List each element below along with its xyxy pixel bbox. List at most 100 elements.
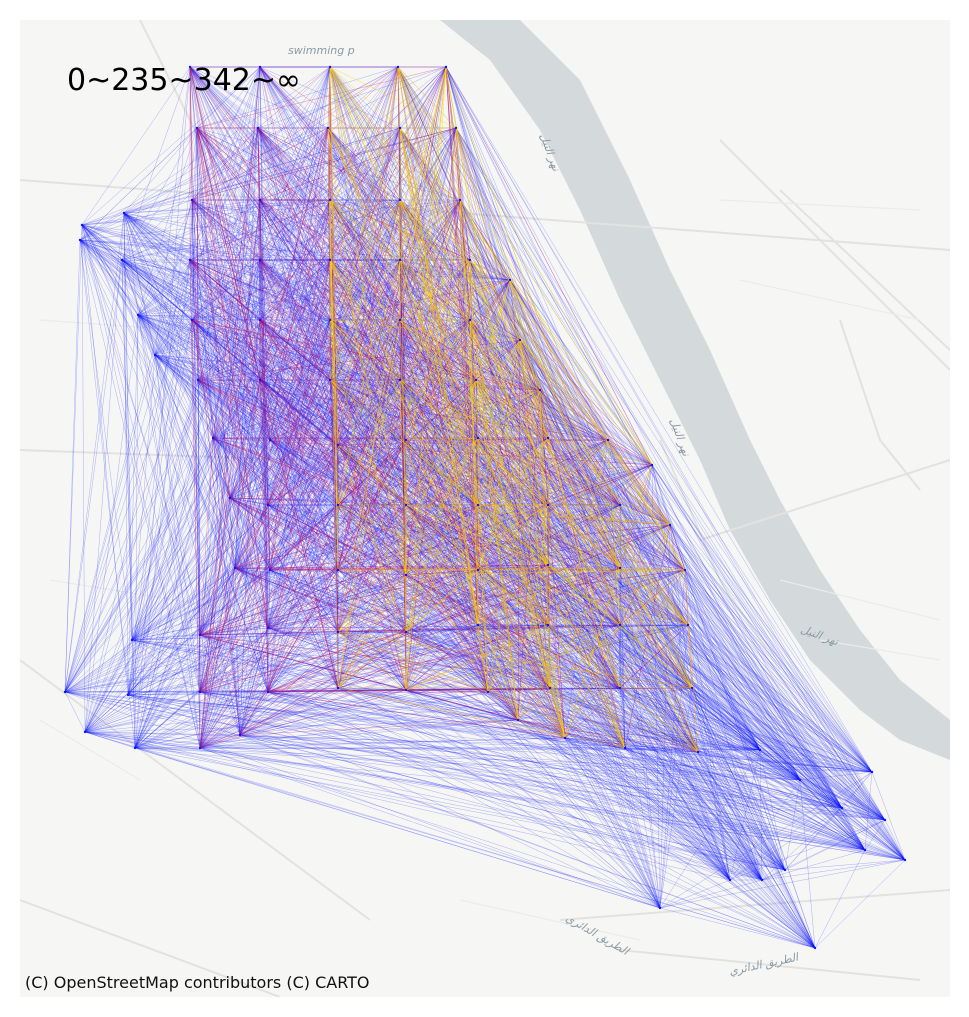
- flow-line: [684, 569, 886, 821]
- flow-line: [259, 199, 906, 861]
- flow-line: [477, 624, 566, 739]
- map-frame[interactable]: swimming p نهر النيل نهر النيل نهر النيل…: [20, 20, 950, 997]
- flow-line: [445, 66, 801, 781]
- flow-node: [618, 623, 622, 627]
- flow-line: [445, 66, 541, 391]
- flow-node: [256, 126, 260, 130]
- flow-line: [234, 567, 816, 949]
- flow-line: [131, 437, 214, 641]
- flow-line: [564, 737, 866, 851]
- flow-line: [196, 127, 471, 261]
- flow-line: [154, 354, 201, 693]
- flow-line: [547, 437, 866, 851]
- flow-line: [189, 66, 843, 809]
- flow-node: [268, 568, 272, 572]
- flow-line: [459, 199, 873, 773]
- flow-line: [234, 127, 259, 569]
- flow-line: [337, 631, 626, 749]
- flow-line: [199, 504, 549, 749]
- flow-line: [539, 389, 621, 626]
- flow-line: [477, 524, 671, 626]
- flow-line: [405, 624, 479, 691]
- flow-line: [84, 687, 551, 733]
- flow-line: [329, 319, 763, 881]
- flow-line: [199, 279, 511, 693]
- flow-line: [212, 437, 626, 749]
- flow-line: [624, 747, 873, 773]
- flow-line: [399, 319, 549, 439]
- flow-line: [329, 66, 699, 753]
- flow-line: [459, 199, 621, 689]
- flow-line: [64, 564, 549, 693]
- flow-line: [337, 444, 843, 809]
- flow-line: [199, 627, 269, 636]
- flow-line: [259, 199, 731, 881]
- flow-line: [691, 687, 816, 949]
- flow-line: [547, 437, 621, 689]
- flow-line: [337, 687, 519, 721]
- flow-line: [234, 567, 269, 693]
- flow-node: [563, 736, 567, 740]
- flow-line: [212, 437, 407, 506]
- flow-line: [229, 319, 401, 499]
- flow-line: [539, 389, 566, 739]
- flow-line: [684, 569, 843, 809]
- flow-line: [84, 66, 261, 733]
- flow-line: [196, 127, 479, 571]
- flow-line: [123, 212, 241, 736]
- flow-line: [234, 567, 339, 633]
- flow-line: [212, 437, 661, 909]
- flow-line: [337, 504, 479, 626]
- flow-line: [469, 319, 686, 571]
- flow-line: [329, 66, 399, 261]
- flow-line: [64, 691, 86, 733]
- flow-line: [455, 127, 609, 441]
- flow-line: [199, 634, 626, 749]
- flow-line: [469, 259, 521, 341]
- flow-node: [783, 868, 787, 872]
- flow-line: [137, 314, 199, 381]
- flow-line: [697, 751, 866, 851]
- flow-line: [239, 624, 689, 736]
- flow-line: [477, 564, 549, 626]
- flow-node: [404, 573, 408, 577]
- flow-line: [197, 379, 271, 441]
- flow-line: [329, 319, 549, 566]
- flow-line: [549, 687, 699, 753]
- flow-line: [134, 624, 689, 749]
- flow-line: [564, 439, 609, 739]
- flow-line: [154, 354, 339, 506]
- flow-line: [259, 199, 339, 689]
- flow-node: [546, 563, 550, 567]
- flow-line: [487, 687, 551, 693]
- flow-line: [547, 564, 566, 739]
- flow-line: [519, 339, 843, 809]
- flow-line: [619, 567, 661, 909]
- flow-line: [191, 319, 541, 391]
- flow-line: [191, 127, 259, 201]
- flow-line: [234, 567, 693, 689]
- flow-line: [399, 127, 689, 626]
- flow-line: [229, 66, 399, 499]
- flow-line: [199, 567, 236, 749]
- flow-line: [337, 504, 886, 821]
- flow-line: [197, 127, 329, 381]
- flow-line: [269, 259, 331, 571]
- flow-line: [487, 691, 801, 781]
- flow-line: [619, 504, 671, 526]
- flow-line: [329, 66, 447, 321]
- flow-line: [761, 807, 843, 881]
- flow-line: [337, 66, 399, 446]
- flow-line: [191, 199, 241, 736]
- flow-line: [199, 691, 786, 871]
- flow-line: [81, 224, 201, 749]
- flow-line: [729, 771, 873, 881]
- flow-line: [267, 379, 477, 506]
- flow-line: [121, 127, 198, 261]
- flow-line: [445, 66, 671, 526]
- flow-line: [549, 687, 786, 871]
- flow-line: [154, 354, 261, 381]
- flow-line: [189, 66, 621, 626]
- flow-line: [154, 354, 479, 439]
- flow-line: [137, 314, 269, 629]
